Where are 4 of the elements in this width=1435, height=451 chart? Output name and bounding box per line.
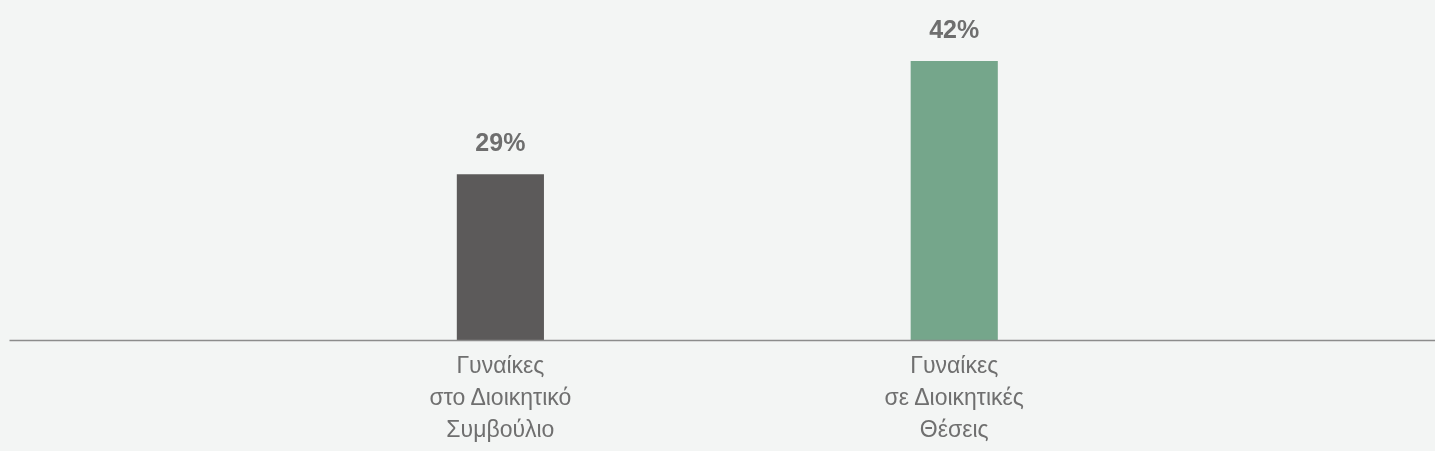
data-label: 29% <box>475 128 526 157</box>
x-tick-label: Γυναίκες σε Διοικητικές Θέσεις <box>884 351 1024 442</box>
data-label: 42% <box>929 15 980 44</box>
x-tick-label: Γυναίκες στο Διοικητικό Συμβούλιο <box>429 351 572 442</box>
